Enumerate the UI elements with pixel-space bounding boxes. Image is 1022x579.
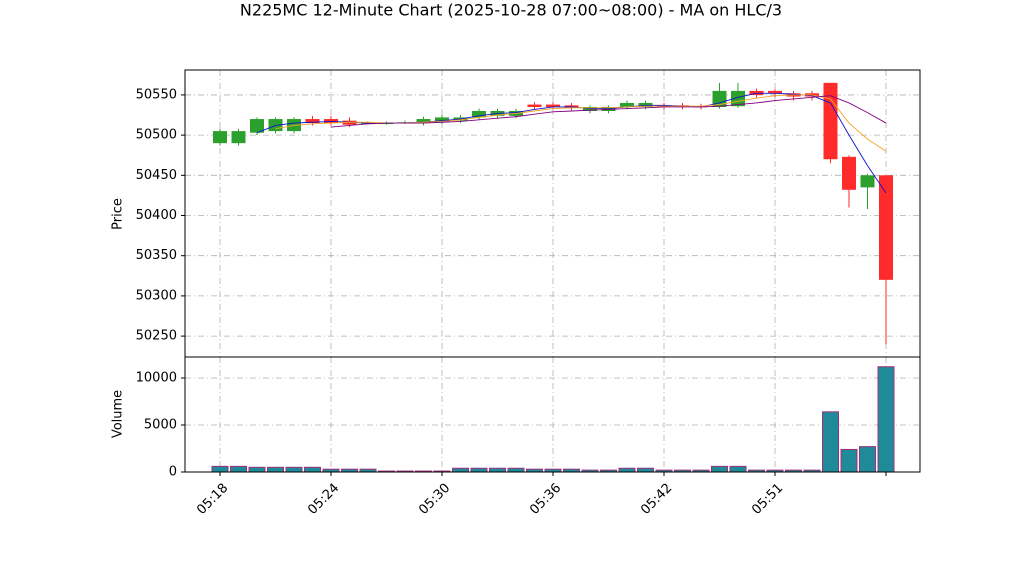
candle-body [305, 119, 320, 124]
candle-body [231, 131, 246, 144]
volume-bar [267, 466, 284, 473]
candle-body [435, 117, 449, 122]
candle-body [416, 119, 431, 124]
volume-bar [470, 467, 488, 473]
volume-bar [618, 467, 636, 473]
volume-bar [230, 465, 247, 473]
volume-bar [859, 446, 876, 473]
candle-body [860, 175, 875, 188]
candle-body [379, 123, 394, 125]
y-tick-label: 50550 [136, 87, 177, 102]
candle-body [768, 90, 782, 94]
volume-bar [840, 448, 858, 473]
ma-line [256, 92, 887, 194]
y-tick-label: 50300 [136, 288, 177, 303]
volume-panel-frame [184, 356, 921, 473]
x-tick-label: 05:42 [638, 481, 675, 518]
volume-bar [211, 465, 229, 473]
candle-body [250, 119, 264, 133]
x-tick-label: 05:30 [416, 481, 453, 518]
volume-bar [452, 467, 469, 473]
x-tick-label: 05:18 [194, 481, 231, 518]
volume-bar [637, 467, 654, 473]
volume-bar [711, 465, 728, 473]
y-tick-label: 50450 [136, 168, 177, 183]
y-tick-label: 50400 [136, 208, 177, 223]
volume-bar [877, 366, 895, 473]
chart-title: N225MC 12-Minute Chart (2025-10-28 07:00… [240, 1, 782, 20]
candle-body [712, 90, 727, 107]
volume-bar [304, 466, 321, 473]
x-tick-label: 05:36 [527, 481, 564, 518]
candle-body [527, 104, 542, 107]
volume-bar [822, 411, 839, 473]
volume-bar [489, 467, 506, 473]
candle-body [879, 175, 893, 280]
y-axis-label: Price [111, 198, 126, 230]
y-tick-label: 50250 [136, 329, 177, 344]
y-tick-label: 0 [169, 465, 177, 480]
candle-body [213, 131, 227, 144]
volume-bar [507, 467, 525, 473]
y-tick-label: 10000 [136, 370, 177, 385]
candle-body [842, 156, 856, 190]
x-tick-label: 05:51 [749, 481, 786, 518]
price-panel-frame [184, 69, 921, 358]
candle-body [546, 104, 560, 107]
candle-body [620, 102, 634, 107]
ma-line [275, 94, 887, 152]
candle-body [472, 111, 486, 118]
volume-axis-label: Volume [111, 390, 126, 438]
candle-body [823, 82, 838, 160]
x-tick-label: 05:24 [305, 481, 342, 518]
volume-bar [729, 465, 747, 473]
y-tick-label: 50350 [136, 248, 177, 263]
volume-bar [285, 466, 303, 473]
y-tick-label: 5000 [144, 417, 177, 432]
volume-bar [248, 466, 266, 473]
y-tick-label: 50500 [136, 128, 177, 143]
ma-line [330, 95, 887, 128]
